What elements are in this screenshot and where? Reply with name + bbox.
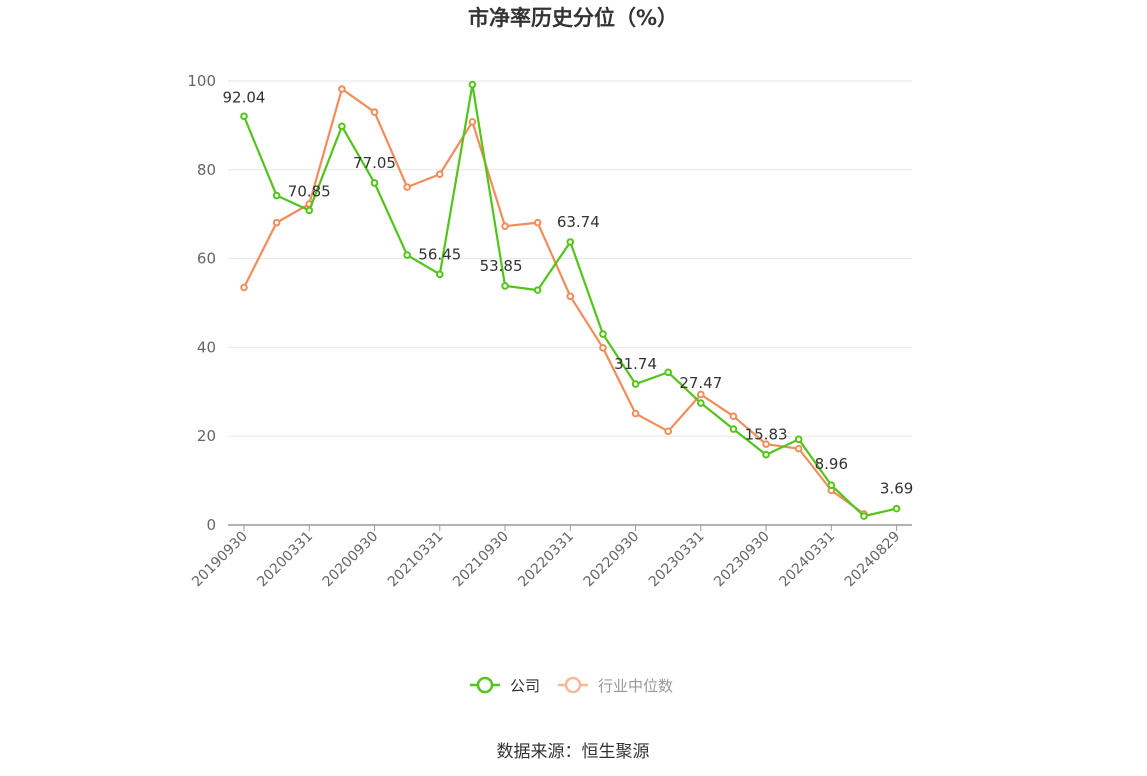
x-tick-label: 20210331 bbox=[385, 529, 447, 591]
data-point bbox=[240, 283, 248, 292]
data-point bbox=[370, 179, 379, 187]
x-tick-label: 20190930 bbox=[189, 529, 251, 591]
data-point bbox=[533, 218, 542, 227]
data-point bbox=[240, 112, 248, 121]
data-point bbox=[697, 399, 705, 407]
legend-item: 公司 bbox=[470, 676, 540, 695]
data-point bbox=[435, 270, 444, 279]
data-point bbox=[631, 380, 640, 388]
chart-title: 市净率历史分位（%） bbox=[468, 6, 678, 30]
y-tick-label: 60 bbox=[197, 250, 216, 268]
x-tick-label: 20200930 bbox=[320, 529, 382, 591]
gridlines bbox=[228, 80, 912, 437]
data-point bbox=[435, 170, 444, 179]
x-tick-label: 20220930 bbox=[581, 529, 643, 591]
x-tick-label: 20240829 bbox=[842, 529, 904, 591]
series-layer bbox=[240, 80, 901, 520]
data-point bbox=[762, 450, 770, 459]
data-point bbox=[468, 80, 477, 89]
data-label: 70.85 bbox=[288, 182, 331, 200]
legend: 公司 行业中位数 bbox=[470, 676, 673, 695]
data-label: 31.74 bbox=[614, 355, 657, 373]
data-point bbox=[729, 412, 738, 421]
data-point bbox=[794, 444, 803, 453]
data-label: 15.83 bbox=[745, 426, 788, 444]
data-point bbox=[729, 425, 738, 433]
x-tick-label: 20230331 bbox=[646, 529, 708, 591]
data-label: 53.85 bbox=[480, 257, 523, 275]
data-point bbox=[664, 427, 672, 436]
data-point bbox=[794, 435, 803, 444]
data-point bbox=[762, 440, 770, 448]
data-label: 77.05 bbox=[353, 154, 396, 172]
data-label: 3.69 bbox=[880, 480, 913, 498]
data-point bbox=[860, 512, 868, 520]
data-point bbox=[599, 330, 607, 338]
y-tick-label: 40 bbox=[197, 338, 216, 356]
data-point bbox=[664, 368, 672, 377]
x-tick-label: 20210930 bbox=[450, 529, 512, 591]
data-point bbox=[566, 238, 575, 246]
x-tick-label: 20240331 bbox=[776, 529, 838, 591]
legend-label: 行业中位数 bbox=[598, 677, 673, 695]
legend-label: 公司 bbox=[510, 677, 540, 695]
data-point bbox=[599, 344, 607, 352]
data-label: 63.74 bbox=[557, 213, 600, 231]
data-labels: 92.04 70.85 77.05 56.45 53.85 63.74 31.74 27.47… bbox=[223, 88, 914, 497]
source-note: 数据来源：恒生聚源 bbox=[497, 742, 650, 762]
y-tick-label: 100 bbox=[187, 72, 216, 90]
data-point bbox=[501, 282, 509, 290]
legend-marker bbox=[476, 676, 494, 694]
data-point bbox=[272, 191, 281, 200]
data-point bbox=[566, 292, 575, 301]
data-point bbox=[501, 222, 509, 230]
legend-item: 行业中位数 bbox=[558, 676, 673, 695]
data-point bbox=[827, 481, 836, 490]
y-tick-label: 80 bbox=[197, 161, 216, 179]
data-point bbox=[533, 286, 542, 294]
data-point bbox=[272, 218, 281, 227]
data-point bbox=[892, 504, 901, 513]
y-tick-label: 0 bbox=[206, 516, 216, 534]
data-label: 92.04 bbox=[223, 88, 266, 106]
legend-marker bbox=[564, 676, 582, 694]
data-point bbox=[403, 183, 411, 191]
x-tick-label: 20230930 bbox=[711, 529, 773, 591]
data-point bbox=[338, 122, 346, 131]
data-point bbox=[403, 251, 411, 259]
data-point bbox=[468, 118, 477, 126]
x-tick-label: 20200331 bbox=[254, 529, 316, 591]
data-point bbox=[370, 108, 379, 116]
data-point bbox=[631, 409, 640, 418]
data-point bbox=[338, 85, 346, 93]
data-label: 27.47 bbox=[679, 374, 722, 392]
x-tick-label: 20220331 bbox=[515, 529, 577, 591]
data-label: 56.45 bbox=[418, 245, 461, 263]
data-point bbox=[305, 206, 314, 215]
y-tick-label: 20 bbox=[197, 427, 216, 445]
series-company bbox=[240, 80, 901, 520]
data-point bbox=[697, 390, 705, 399]
data-label: 8.96 bbox=[815, 455, 848, 473]
series-line bbox=[243, 87, 865, 515]
